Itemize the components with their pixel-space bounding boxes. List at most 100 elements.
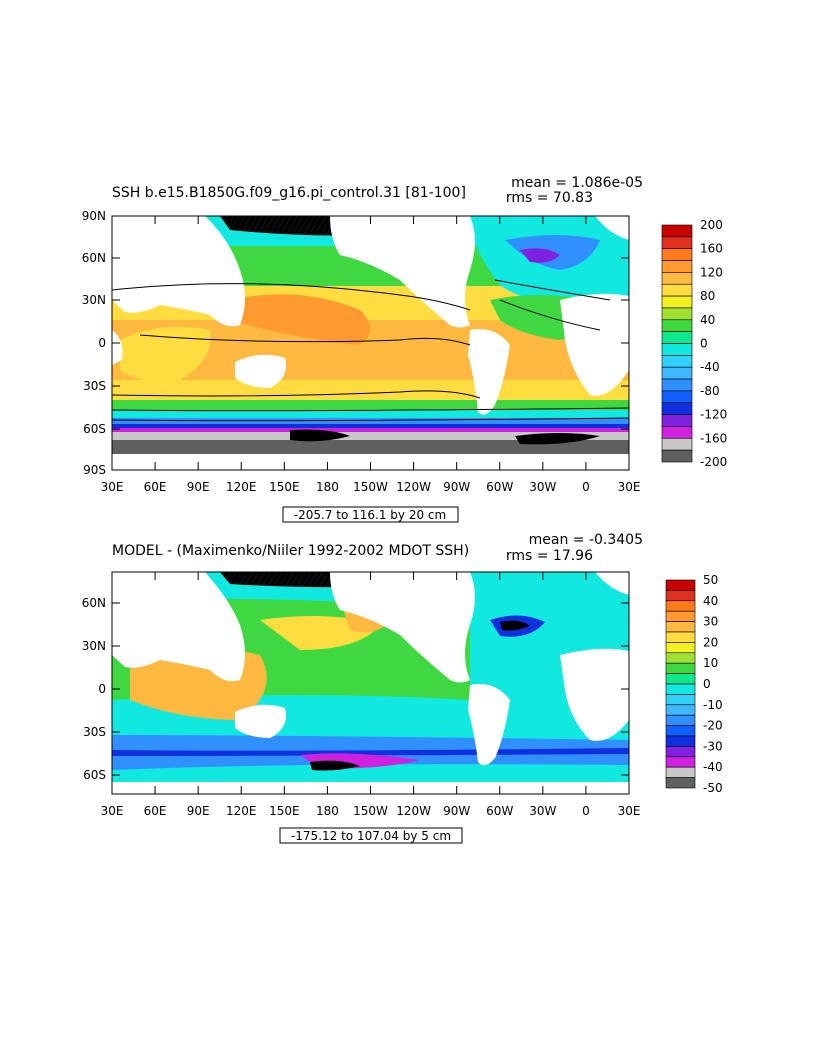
colorbar-swatch bbox=[661, 295, 693, 309]
colorbar-swatch bbox=[661, 260, 693, 273]
lat-tick-label: 30N bbox=[82, 293, 106, 307]
ssh-colorbar: 200 160 120 80 40 0 -40 -80 -120 -160 -200 bbox=[661, 218, 727, 469]
diff-australia bbox=[235, 704, 286, 738]
lat-tick-label: 30N bbox=[82, 639, 106, 653]
diff-north-america bbox=[330, 572, 475, 683]
lon-tick-label: 30E bbox=[101, 804, 124, 818]
colorbar-swatch bbox=[665, 725, 696, 737]
colorbar-swatch bbox=[661, 319, 693, 332]
australia-land bbox=[235, 354, 286, 388]
colorbar-swatch bbox=[665, 673, 696, 685]
colorbar-swatch bbox=[661, 378, 693, 392]
acc-magenta-band bbox=[112, 428, 629, 432]
lon-tick-label: 150E bbox=[269, 480, 300, 494]
southern-patch-1 bbox=[290, 429, 350, 442]
colorbar-label: -120 bbox=[700, 408, 727, 422]
lon-tick-label: 30E bbox=[101, 480, 124, 494]
lon-tick-label: 90W bbox=[443, 804, 470, 818]
ssh-map-field bbox=[112, 216, 629, 470]
colorbar-label: 20 bbox=[703, 635, 718, 649]
colorbar-label: 160 bbox=[700, 242, 723, 256]
diff-range-caption: -175.12 to 107.04 by 5 cm bbox=[291, 829, 451, 843]
colorbar-label: 50 bbox=[703, 573, 718, 587]
colorbar-label: -30 bbox=[703, 739, 723, 753]
acc-darkblue-band bbox=[112, 424, 629, 428]
south-midlat-band bbox=[112, 400, 629, 410]
lon-tick-label: 180 bbox=[316, 480, 339, 494]
colorbar-swatch bbox=[661, 437, 693, 451]
colorbar-swatch bbox=[661, 307, 693, 321]
colorbar-label: -40 bbox=[700, 360, 720, 374]
labrador-core bbox=[520, 248, 560, 263]
ssh-map-title: SSH b.e15.B1850G.f09_g16.pi_control.31 [… bbox=[112, 185, 466, 201]
colorbar-swatch bbox=[665, 714, 696, 726]
lat-tick-label: 60S bbox=[83, 768, 106, 782]
colorbar-swatch bbox=[661, 414, 693, 427]
colorbar-swatch bbox=[665, 579, 696, 591]
lon-tick-label: 60W bbox=[486, 804, 513, 818]
colorbar-swatch bbox=[665, 600, 696, 612]
colorbar-swatch bbox=[665, 662, 696, 674]
diff-map-title: MODEL - (Maximenko/Niiler 1992-2002 MDOT… bbox=[112, 543, 469, 559]
colorbar-label: 10 bbox=[703, 656, 718, 670]
africa-land bbox=[560, 293, 629, 396]
lon-tick-label: 120W bbox=[396, 804, 431, 818]
colorbar-swatch bbox=[661, 355, 693, 368]
lon-tick-label: 30E bbox=[618, 480, 641, 494]
ssh-lon-axis: 30E 60E 90E 120E 150E 180 150W 120W 90W 60W 30W 0 30… bbox=[101, 216, 641, 494]
colorbar-label: -200 bbox=[700, 455, 727, 469]
colorbar-swatch bbox=[661, 449, 693, 463]
colorbar-swatch bbox=[661, 236, 693, 250]
north-america-land bbox=[330, 216, 475, 328]
ssh-map-panel: SSH b.e15.B1850G.f09_g16.pi_control.31 [… bbox=[82, 175, 727, 523]
lon-tick-label: 90W bbox=[443, 480, 470, 494]
diff-eurasia bbox=[112, 572, 245, 682]
south-america-land bbox=[468, 329, 510, 415]
colorbar-label: -80 bbox=[700, 384, 720, 398]
colorbar-swatch bbox=[665, 590, 696, 602]
colorbar-swatch bbox=[661, 224, 693, 238]
lon-tick-label: 0 bbox=[582, 480, 590, 494]
lat-tick-label: 90S bbox=[83, 463, 106, 477]
colorbar-swatch bbox=[665, 652, 696, 664]
colorbar-swatch bbox=[665, 704, 696, 716]
pacific-warm-pool bbox=[230, 294, 370, 345]
colorbar-label: 30 bbox=[703, 615, 718, 629]
colorbar-label: 80 bbox=[700, 289, 715, 303]
colorbar-swatch bbox=[665, 756, 696, 768]
antarctic-grey-band bbox=[112, 432, 629, 440]
colorbar-swatch bbox=[665, 621, 696, 633]
colorbar-swatch bbox=[661, 343, 693, 356]
colorbar-swatch bbox=[661, 283, 693, 297]
ssh-rms-stat: rms = 70.83 bbox=[506, 190, 593, 206]
lon-tick-label: 90E bbox=[187, 480, 210, 494]
lat-tick-label: 0 bbox=[98, 336, 106, 350]
colorbar-swatch bbox=[665, 610, 696, 622]
ssh-lat-axis: 90N 60N 30N 0 30S 60S 90S bbox=[82, 209, 629, 477]
colorbar-swatch bbox=[665, 683, 696, 695]
lon-tick-label: 120E bbox=[226, 480, 257, 494]
colorbar-label: -40 bbox=[703, 760, 723, 774]
colorbar-label: -10 bbox=[703, 698, 723, 712]
colorbar-label: 40 bbox=[703, 594, 718, 608]
colorbar-swatch bbox=[665, 694, 696, 706]
diff-colorbar: 50 40 30 20 10 0 -10 -20 -30 -40 -50 bbox=[665, 573, 723, 795]
colorbar-label: 0 bbox=[700, 337, 708, 351]
south-subtropic-band bbox=[112, 380, 629, 400]
diff-map-field bbox=[112, 572, 629, 794]
diff-lon-axis: 30E 60E 90E 120E 150E 180 150W 120W 90W 60W 30W 0 30… bbox=[101, 572, 640, 818]
colorbar-label: 0 bbox=[703, 677, 711, 691]
lat-tick-label: 60N bbox=[82, 251, 106, 265]
diff-africa bbox=[560, 648, 629, 741]
colorbar-swatch bbox=[665, 631, 696, 643]
colorbar-swatch bbox=[665, 766, 696, 778]
colorbar-swatch bbox=[665, 777, 696, 789]
lat-tick-label: 30S bbox=[83, 379, 106, 393]
contour-line bbox=[494, 279, 611, 301]
diff-acc-darkblue bbox=[112, 748, 629, 756]
contour-line bbox=[112, 407, 629, 412]
greenland-land bbox=[595, 216, 629, 240]
ssh-mean-stat: mean = 1.086e-05 bbox=[511, 175, 643, 191]
model-diff-panel: MODEL - (Maximenko/Niiler 1992-2002 MDOT… bbox=[82, 532, 723, 844]
